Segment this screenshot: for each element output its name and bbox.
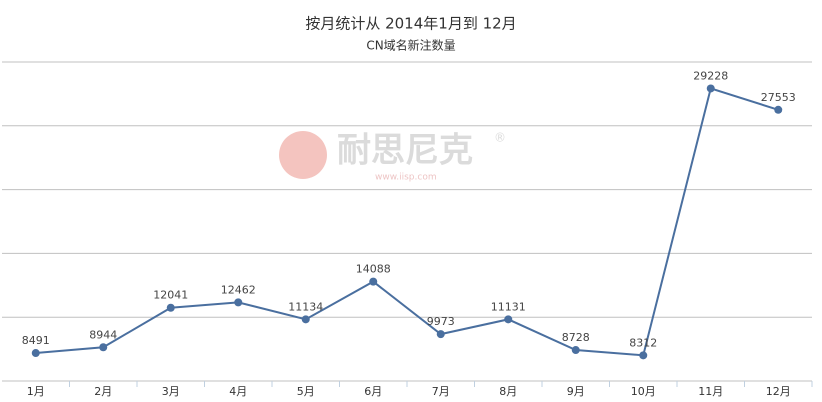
watermark-brand: 耐思尼克 xyxy=(337,131,473,171)
x-tick-label: 1月 xyxy=(27,385,45,398)
x-tick-label: 8月 xyxy=(499,385,517,398)
watermark-url: www.iisp.com xyxy=(375,173,437,183)
x-tick-label: 10月 xyxy=(631,385,656,398)
point xyxy=(504,315,513,324)
point xyxy=(99,343,108,352)
x-tick-label: 3月 xyxy=(162,385,180,398)
data-label: 9973 xyxy=(427,315,455,328)
data-label: 14088 xyxy=(356,263,391,276)
chart-subtitle: CN域名新注数量 xyxy=(366,38,455,53)
watermark-logo xyxy=(279,131,327,179)
data-label: 11131 xyxy=(491,300,526,313)
point xyxy=(774,105,783,114)
point xyxy=(639,351,648,360)
point xyxy=(706,84,715,93)
watermark: 耐思尼克 ® www.iisp.com xyxy=(279,131,506,183)
x-tick-label: 7月 xyxy=(432,385,450,398)
point xyxy=(31,349,40,358)
data-label: 12462 xyxy=(221,283,256,296)
data-label: 8944 xyxy=(89,328,117,341)
data-label: 8491 xyxy=(22,334,50,347)
point xyxy=(369,277,378,286)
data-label: 29228 xyxy=(693,69,728,82)
data-label: 12041 xyxy=(153,289,188,302)
x-tick-label: 5月 xyxy=(297,385,315,398)
data-label: 8728 xyxy=(562,331,590,344)
point xyxy=(301,315,310,324)
watermark-mark: ® xyxy=(494,131,506,145)
x-tick-label: 9月 xyxy=(567,385,585,398)
point xyxy=(436,330,445,339)
data-label: 27553 xyxy=(761,91,796,104)
x-tick-label: 2月 xyxy=(94,385,112,398)
point xyxy=(166,303,175,312)
x-tick-label: 12月 xyxy=(766,385,791,398)
point xyxy=(234,298,243,307)
chart-title: 按月统计从 2014年1月到 12月 xyxy=(305,15,516,33)
x-tick-label: 11月 xyxy=(698,385,723,398)
x-tick-label: 6月 xyxy=(364,385,382,398)
point xyxy=(571,346,580,355)
line xyxy=(35,87,779,357)
data-label: 8312 xyxy=(629,336,657,349)
x-tick-label: 4月 xyxy=(229,385,247,398)
data-label: 11134 xyxy=(288,300,323,313)
